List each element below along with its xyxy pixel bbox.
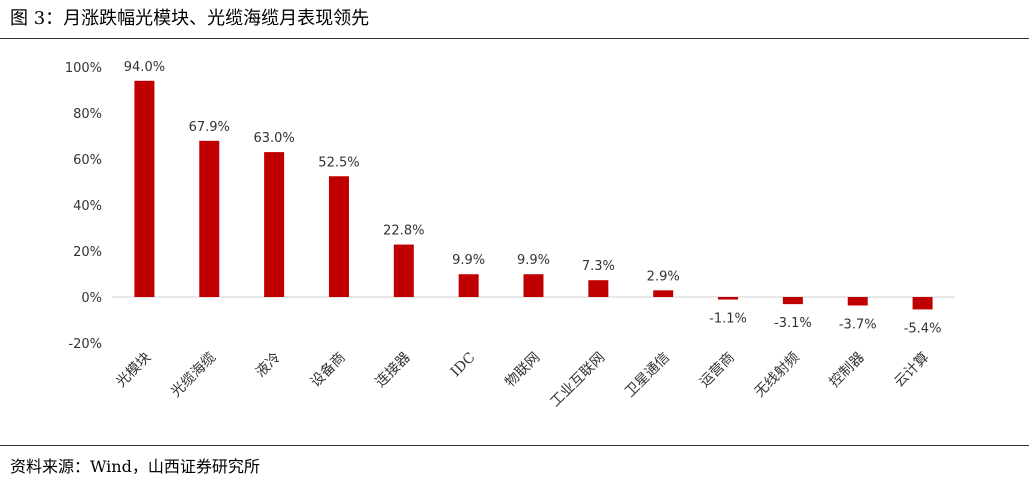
- data-label: 67.9%: [189, 120, 230, 135]
- category-label: 云计算: [891, 350, 932, 391]
- bar: [458, 274, 479, 297]
- data-label: -5.4%: [904, 321, 942, 336]
- data-labels-group: 94.0% 67.9% 63.0% 52.5% 22.8% 9.9% 9.9% 7.3% 2.9…: [124, 60, 942, 337]
- data-label: 9.9%: [452, 253, 485, 268]
- category-labels-group: 光模块 光缆海缆 液冷 设备商 连接器 IDC 物联网 工业互联网 卫星通信 运营商 无线射频 控制器…: [113, 349, 932, 411]
- figure-title: 图 3：月涨跌幅光模块、光缆海缆月表现领先: [10, 8, 370, 29]
- data-label: 22.8%: [383, 224, 424, 239]
- bar: [847, 297, 868, 306]
- category-label: IDC: [448, 350, 479, 381]
- category-label: 液冷: [253, 350, 284, 381]
- data-label: 52.5%: [318, 155, 359, 170]
- bar: [523, 274, 544, 297]
- category-label: 工业互联网: [547, 350, 608, 411]
- bars-group: [134, 80, 933, 310]
- bar: [782, 297, 803, 305]
- data-label: 2.9%: [647, 269, 680, 284]
- bottom-rule: [0, 445, 1029, 446]
- y-tick-label: -20%: [68, 337, 102, 352]
- bar: [264, 152, 285, 297]
- y-tick-label: 100%: [65, 61, 102, 76]
- bar-chart: -20% 0% 20% 40% 60% 80% 100% 94.0% 67.9% 63.0% 52…: [65, 60, 955, 411]
- y-tick-label: 20%: [73, 245, 102, 260]
- bar: [912, 297, 933, 310]
- y-tick-label: 80%: [73, 107, 102, 122]
- y-axis-ticks: -20% 0% 20% 40% 60% 80% 100%: [65, 61, 102, 352]
- bar: [653, 290, 674, 297]
- bar: [393, 244, 414, 297]
- data-label: 94.0%: [124, 60, 165, 75]
- category-label: 物联网: [502, 350, 543, 391]
- data-label: -1.1%: [709, 312, 747, 327]
- data-label: 63.0%: [253, 131, 294, 146]
- bar: [199, 140, 220, 297]
- category-label: 光缆海缆: [168, 350, 219, 401]
- top-rule: [0, 38, 1029, 39]
- category-label: 控制器: [827, 350, 868, 391]
- y-tick-label: 60%: [73, 153, 102, 168]
- data-label: -3.7%: [839, 318, 877, 333]
- y-tick-label: 40%: [73, 199, 102, 214]
- y-tick-label: 0%: [81, 291, 102, 306]
- bar: [134, 80, 155, 297]
- category-label: 连接器: [372, 349, 414, 391]
- category-label: 光模块: [113, 350, 154, 391]
- category-label: 设备商: [307, 349, 349, 391]
- category-label: 卫星通信: [622, 350, 673, 401]
- bar: [718, 297, 739, 300]
- category-label: 运营商: [697, 350, 738, 391]
- bar: [588, 280, 609, 297]
- source-note: 资料来源：Wind，山西证券研究所: [10, 457, 260, 476]
- data-label: -3.1%: [774, 316, 812, 331]
- data-label: 9.9%: [517, 253, 550, 268]
- category-label: 无线射频: [752, 350, 803, 401]
- data-label: 7.3%: [582, 259, 615, 274]
- bar: [328, 176, 349, 297]
